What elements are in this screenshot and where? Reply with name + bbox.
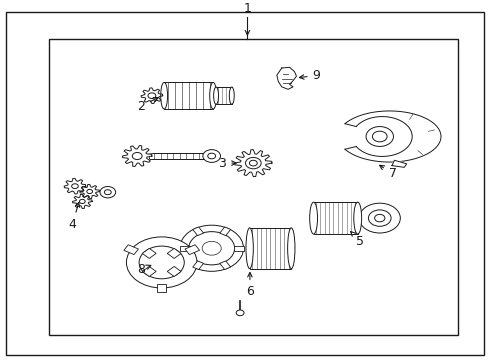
Polygon shape — [122, 145, 152, 167]
Bar — [193, 261, 203, 270]
Circle shape — [203, 150, 220, 162]
Circle shape — [148, 93, 156, 99]
Circle shape — [245, 157, 261, 169]
Ellipse shape — [310, 202, 318, 234]
Text: 8: 8 — [137, 263, 151, 276]
Bar — [142, 266, 156, 276]
Text: 3: 3 — [219, 157, 236, 170]
Circle shape — [189, 231, 235, 265]
Text: 2: 2 — [137, 98, 158, 113]
Bar — [142, 248, 156, 258]
Bar — [234, 246, 244, 251]
Bar — [149, 153, 206, 159]
Bar — [49, 39, 458, 335]
Text: 5: 5 — [351, 231, 364, 248]
Polygon shape — [64, 178, 86, 194]
Bar — [167, 266, 181, 276]
Bar — [220, 227, 231, 235]
Circle shape — [100, 186, 116, 198]
Circle shape — [368, 210, 391, 226]
Circle shape — [104, 190, 111, 195]
Circle shape — [139, 246, 184, 279]
Polygon shape — [277, 67, 296, 89]
Ellipse shape — [214, 87, 219, 104]
Bar — [124, 245, 139, 255]
Ellipse shape — [161, 82, 168, 109]
Bar — [157, 284, 166, 292]
Text: 7: 7 — [380, 165, 396, 180]
Circle shape — [372, 131, 387, 142]
Bar — [216, 87, 232, 104]
Circle shape — [202, 241, 221, 255]
Bar — [193, 227, 203, 235]
Text: 1: 1 — [244, 2, 251, 15]
Polygon shape — [235, 150, 272, 177]
Polygon shape — [392, 160, 407, 167]
Circle shape — [366, 127, 393, 147]
Circle shape — [132, 153, 142, 159]
Polygon shape — [80, 184, 99, 199]
Bar — [180, 246, 190, 251]
Circle shape — [249, 160, 257, 166]
Circle shape — [79, 199, 85, 203]
Ellipse shape — [210, 82, 217, 109]
Text: 9: 9 — [299, 69, 320, 82]
Bar — [167, 248, 181, 258]
Polygon shape — [141, 88, 163, 104]
Circle shape — [180, 225, 244, 271]
Circle shape — [236, 310, 244, 316]
Circle shape — [87, 189, 93, 194]
Circle shape — [375, 214, 385, 222]
Bar — [220, 261, 231, 270]
Bar — [164, 82, 213, 109]
Ellipse shape — [288, 228, 295, 269]
Circle shape — [208, 153, 216, 159]
Ellipse shape — [246, 228, 253, 269]
Circle shape — [72, 184, 78, 189]
Bar — [250, 228, 291, 269]
Bar — [314, 202, 358, 234]
Circle shape — [359, 203, 400, 233]
Polygon shape — [73, 194, 92, 208]
Bar — [185, 245, 199, 255]
Text: 4: 4 — [69, 202, 80, 231]
Text: 6: 6 — [246, 273, 254, 298]
Ellipse shape — [229, 87, 234, 104]
Circle shape — [126, 237, 197, 288]
Ellipse shape — [354, 202, 362, 234]
